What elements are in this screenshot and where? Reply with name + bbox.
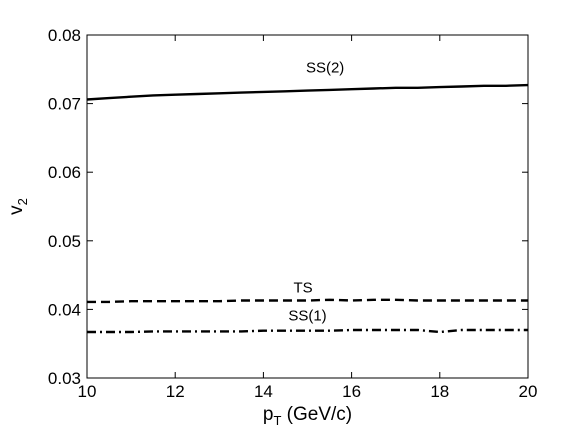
series-layer [86,83,529,334]
y-tick-label: 0.07 [48,95,81,114]
series-line-ts [87,298,528,304]
x-axis-title-sub: T [273,413,281,428]
x-tick-label: 10 [78,382,97,401]
series-line-ss1 [87,328,528,334]
annotation-layer: SS(2) TS SS(1) [288,60,344,325]
series-label-ts: TS [294,279,313,296]
y-tick-label: 0.06 [48,163,81,182]
y-tick-label: 0.05 [48,232,81,251]
y-axis-title: v2 [6,198,30,215]
series-line-ss2 [86,83,529,101]
plot-frame [86,34,529,379]
x-tick-label: 12 [166,382,185,401]
x-tick-label: 16 [342,382,361,401]
y-axis-title-main: v [6,205,27,215]
x-axis-title-main: p [263,404,274,425]
x-tick-label: 14 [254,382,273,401]
x-tick-label: 18 [430,382,449,401]
x-axis-title: pT (GeV/c) [263,404,352,428]
x-axis-title-unit: (GeV/c) [281,404,352,425]
x-tick-label: 20 [519,382,538,401]
series-label-ss2: SS(2) [306,60,344,77]
y-tick-label: 0.04 [48,300,81,319]
series-label-ss1: SS(1) [288,307,326,324]
y-tick-label: 0.08 [48,26,81,45]
y-axis-title-sub: 2 [15,198,30,205]
ticks-layer: 10 12 14 16 18 20 0.03 0.04 0.05 0.06 0.07 0.08 [48,26,538,401]
y-tick-label: 0.03 [48,369,81,388]
